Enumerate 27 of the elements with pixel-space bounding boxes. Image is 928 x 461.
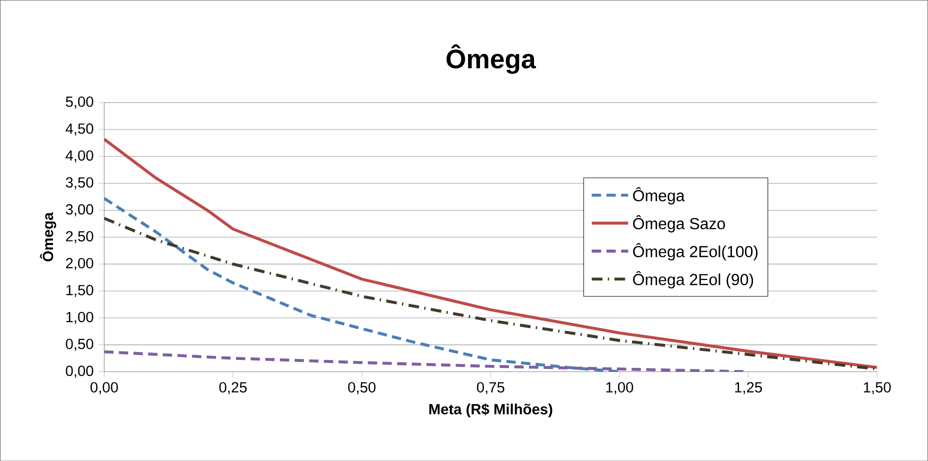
y-tick-label: 5,00 [66, 96, 94, 108]
x-tick-label: 0,25 [219, 382, 247, 394]
y-tick-label: 2,50 [66, 230, 94, 244]
chart-title: Ômega [446, 44, 536, 74]
y-tick-label: 0,00 [66, 366, 94, 378]
legend-label: Ômega 2Eol(100) [633, 243, 758, 260]
legend-label: Ômega [633, 187, 685, 204]
x-tick-label: 0,00 [90, 382, 118, 394]
legend-label: Ômega Sazo [633, 215, 725, 232]
x-tick-label: 0,75 [476, 382, 504, 394]
x-tick-label: 1,25 [735, 382, 762, 394]
line-series [104, 138, 878, 369]
y-tick-label: 2,00 [66, 258, 94, 270]
y-tick-label: 4,00 [66, 150, 94, 162]
x-tick-label: 1,00 [606, 382, 634, 394]
x-tick-label: 0,50 [348, 382, 376, 394]
y-tick-label: 3,00 [66, 204, 94, 216]
legend-label: Ômega 2Eol (90) [633, 270, 754, 288]
x-axis-title: Meta (R$ Milhões) [429, 403, 552, 418]
y-tick-label: 0,50 [66, 338, 94, 351]
x-tick-label: 1,50 [864, 382, 891, 394]
y-tick-label: 1,00 [66, 312, 94, 324]
y-axis-title: Ômega [40, 212, 56, 262]
y-tick-label: 1,50 [66, 284, 94, 297]
y-tick-label: 4,50 [66, 123, 94, 136]
line-series [104, 196, 621, 372]
y-tick-label: 3,50 [66, 177, 94, 190]
